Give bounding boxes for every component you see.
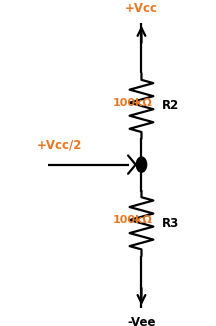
Text: +Vcc/2: +Vcc/2	[37, 139, 82, 152]
Text: 100kΩ: 100kΩ	[112, 215, 152, 225]
Text: R3: R3	[162, 217, 179, 230]
Text: 100kΩ: 100kΩ	[112, 98, 152, 108]
Text: +Vcc: +Vcc	[125, 2, 158, 15]
Text: -Vee: -Vee	[127, 316, 156, 326]
Text: R2: R2	[162, 99, 179, 112]
Circle shape	[137, 157, 146, 172]
